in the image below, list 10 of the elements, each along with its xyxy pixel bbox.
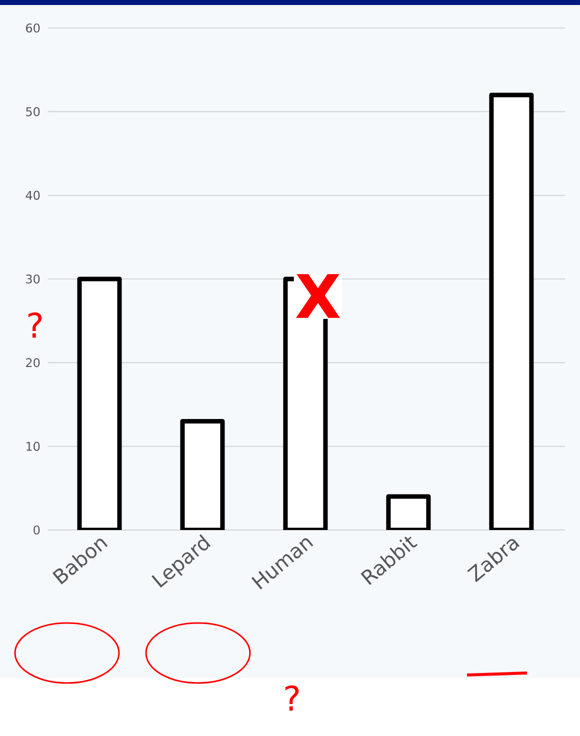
text: ? <box>28 312 42 338</box>
text: ? <box>285 685 299 711</box>
y-tick-label: 40 <box>26 190 40 200</box>
annotation: X <box>296 274 340 318</box>
y-tick-label: 30 <box>26 274 40 284</box>
y-tick-label: 10 <box>26 442 40 451</box>
y-tick-label: 0 <box>34 525 40 535</box>
y-tick-label: 50 <box>26 107 40 116</box>
y-tick-label: 20 <box>26 358 40 368</box>
y-tick-label: 60 <box>26 23 40 33</box>
